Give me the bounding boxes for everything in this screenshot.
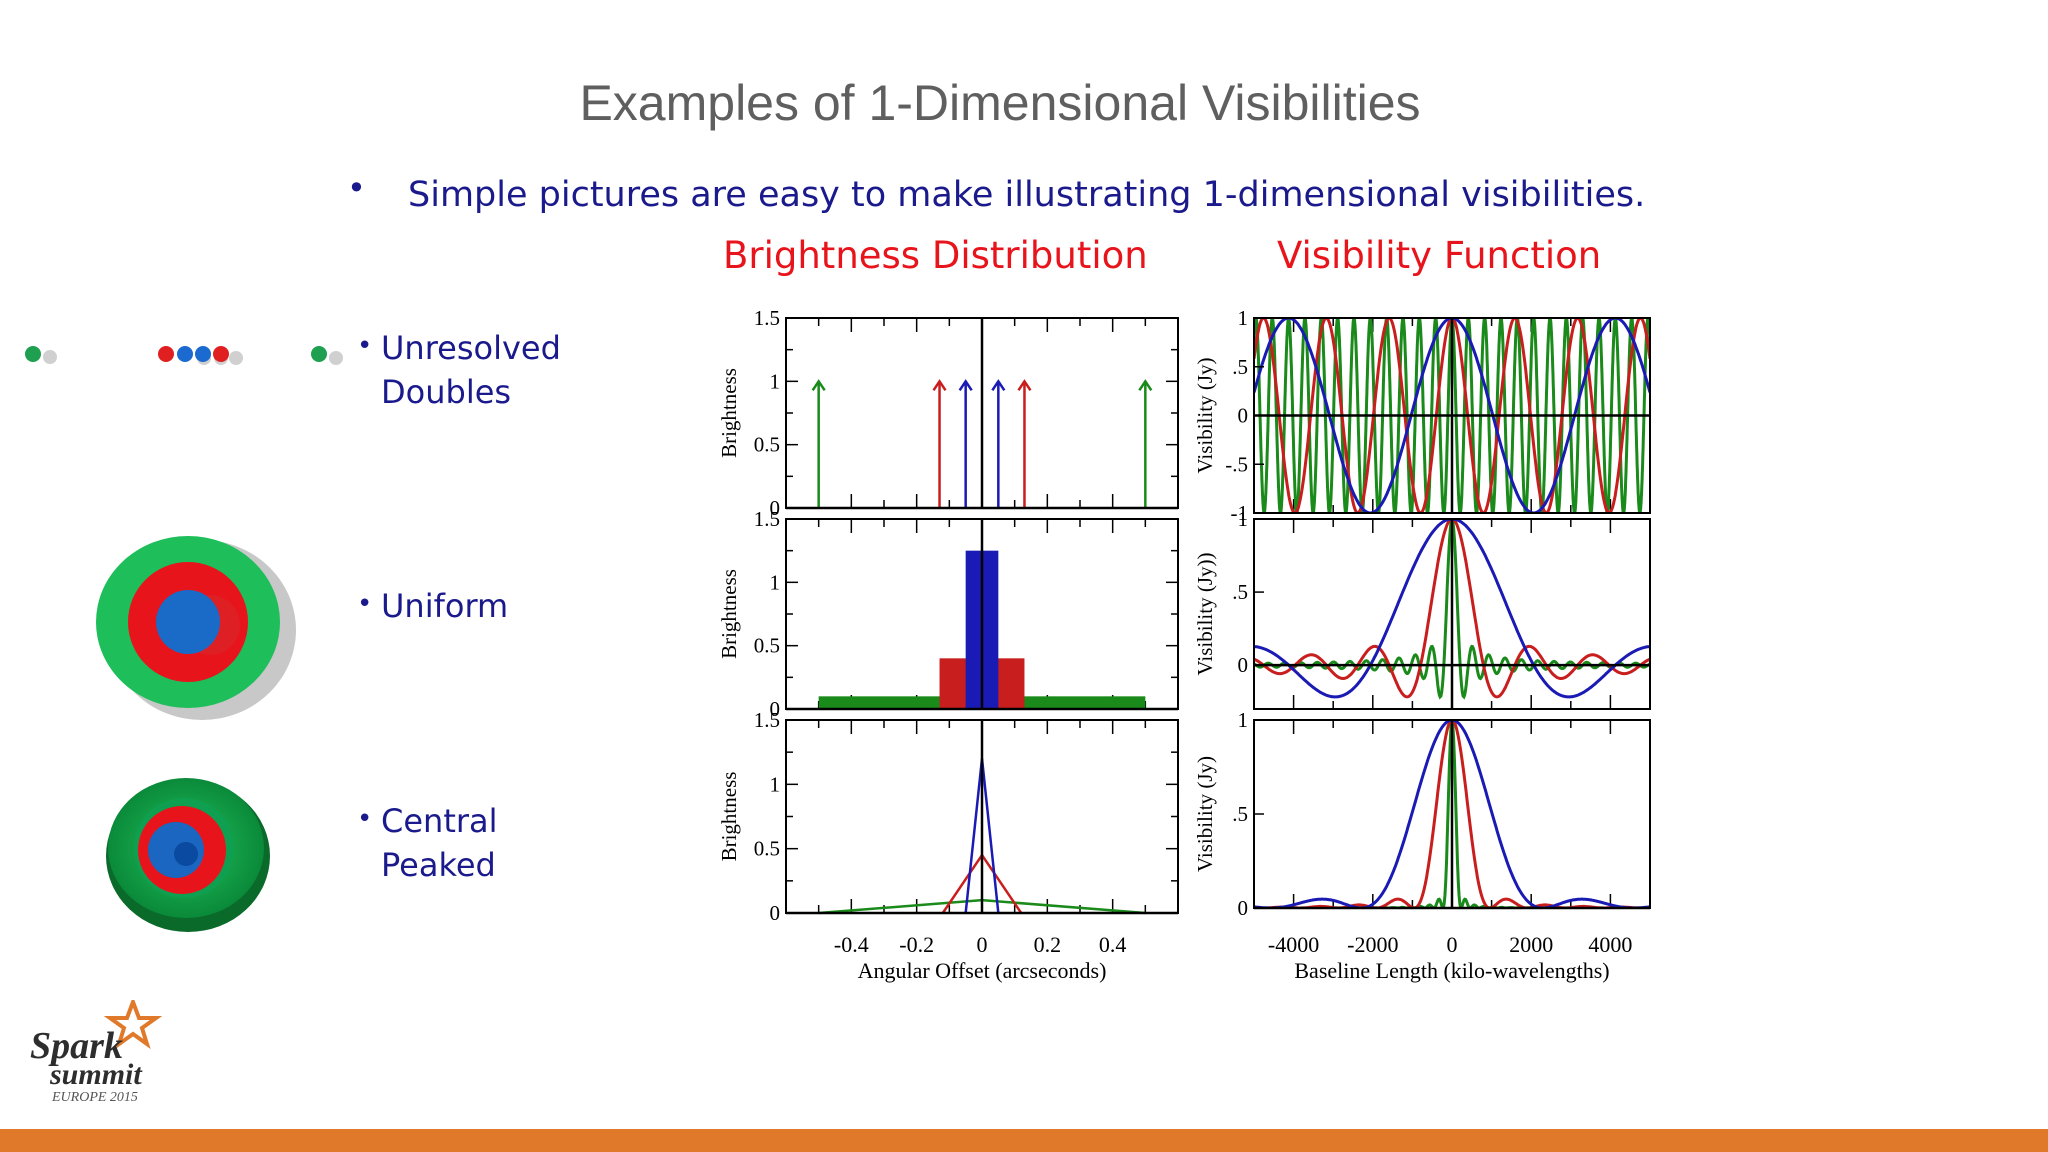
svg-text:summit: summit [49,1058,143,1091]
bullet-dot: • [357,589,373,619]
y-tick-label: 0.5 [754,634,780,658]
red-visibility-curve [1254,519,1650,699]
blue-visibility-curve [1254,318,1650,513]
visibility-panel-unresolved-doubles: -1 -.5 0 .5 1 Visibility (Jy) [1193,306,1651,525]
y-tick-label: 1 [770,772,781,796]
x-tick-label: 0 [1447,932,1458,957]
row-label-unresolved: • Unresolved Doubles [357,326,561,414]
y-tick-label: 1.5 [754,708,780,732]
green-arrowhead [1138,379,1153,392]
x-axis-label: Angular Offset (arcseconds) [858,958,1107,983]
logo-graphic: Spark summit EUROPE 2015 [30,996,163,1105]
green-visibility-curve [1254,519,1650,700]
brightness-panel-uniform: 0 0.5 1 1.5 Brightness [717,507,1179,721]
bullet-dot: • [357,331,373,361]
x-axis-label: Baseline Length (kilo-wavelengths) [1294,958,1609,983]
red-arrowhead [1017,379,1032,392]
y-axis-label: Visibility (Jy) [1193,358,1217,474]
y-tick-label: 1.5 [754,306,780,330]
brightness-panel-central-peaked: 0 0.5 1 1.5 Brightness [717,708,1179,925]
y-tick-label: 0 [770,496,781,520]
bullet-text: Simple pictures are easy to make illustr… [408,175,1646,215]
bullet-dot: • [357,804,373,834]
x-tick-label: 0.2 [1034,932,1062,957]
y-tick-label: 0 [1238,653,1249,677]
spark-summit-logo: Spark summit EUROPE 2015 [28,996,168,1114]
y-axis-label: Brightness [717,569,741,659]
y-axis-label: Visibility (Jy)) [1193,553,1217,676]
y-tick-label: -.5 [1225,452,1248,476]
y-tick-label: 1 [770,369,781,393]
x-tick-label: -4000 [1268,932,1319,957]
visibility-panel-central-peaked: 0 .5 1 Visibility (Jy) [1193,708,1651,920]
red-visibility-curve [1254,318,1650,513]
blue-arrowhead [958,379,973,392]
y-tick-label: 1 [1238,507,1249,531]
y-tick-label: 0 [770,697,781,721]
brightness-chart: 0 0.5 1 1.5 Brightness 0 0.5 1 1.5 Brightness 0 0.5… [717,306,1179,983]
bullet-dot: • [347,169,366,207]
curves [1254,519,1650,700]
y-axis-label: Brightness [717,772,741,862]
y-tick-label: -1 [1231,501,1249,525]
y-tick-label: 1 [770,570,781,594]
x-tick-label: 0 [977,932,988,957]
y-tick-label: 0 [770,901,781,925]
visibility-panel-uniform: 0 .5 1 Visibility (Jy)) [1193,507,1651,710]
slide-title: Examples of 1-Dimensional Visibilities [579,75,1421,131]
y-tick-label: 0 [1238,404,1249,428]
y-tick-label: 0.5 [754,433,780,457]
y-tick-label: .5 [1232,580,1248,604]
x-tick-label: 2000 [1509,932,1553,957]
x-tick-label: -0.2 [899,932,934,957]
y-tick-label: 0.5 [754,837,780,861]
y-tick-label: 0 [1238,896,1249,920]
unresolved-doubles-dots [25,346,343,365]
x-tick-label: 0.4 [1099,932,1127,957]
central-peaked-disk [106,778,270,932]
green-arrowhead [811,379,826,392]
blue-visibility-curve [1254,519,1650,699]
row-label-uniform: • Uniform [357,584,508,628]
y-tick-label: 1 [1238,708,1249,732]
y-tick-label: 1.5 [754,507,780,531]
x-tick-label: -0.4 [834,932,869,957]
brightness-panel-unresolved-doubles: 0 0.5 1 1.5 Brightness [717,306,1179,520]
x-tick-label: 4000 [1588,932,1632,957]
svg-text:EUROPE 2015: EUROPE 2015 [51,1090,138,1105]
y-axis-label: Visibility (Jy) [1193,756,1217,872]
blue-visibility-curve [1254,720,1650,908]
blue-arrowhead [991,379,1006,392]
y-tick-label: .5 [1232,355,1248,379]
red-arrowhead [932,379,947,392]
brightness-column-title: Brightness Distribution [723,234,1148,277]
svg-text:Spark: Spark [30,1025,123,1067]
row-label-central-peaked: • Central Peaked [357,799,498,887]
y-tick-label: .5 [1232,802,1248,826]
uniform-disk [96,536,296,720]
visibility-column-title: Visibility Function [1277,234,1602,277]
footer-bar [0,1129,2048,1152]
visibility-chart: -1 -.5 0 .5 1 Visibility (Jy) 0 .5 1 Visibility (… [1193,306,1651,983]
y-axis-label: Brightness [717,368,741,458]
y-tick-label: 1 [1238,306,1249,330]
x-tick-label: -2000 [1347,932,1398,957]
source-icons [25,346,343,932]
red-visibility-curve [1254,720,1650,908]
curves [1254,318,1650,513]
